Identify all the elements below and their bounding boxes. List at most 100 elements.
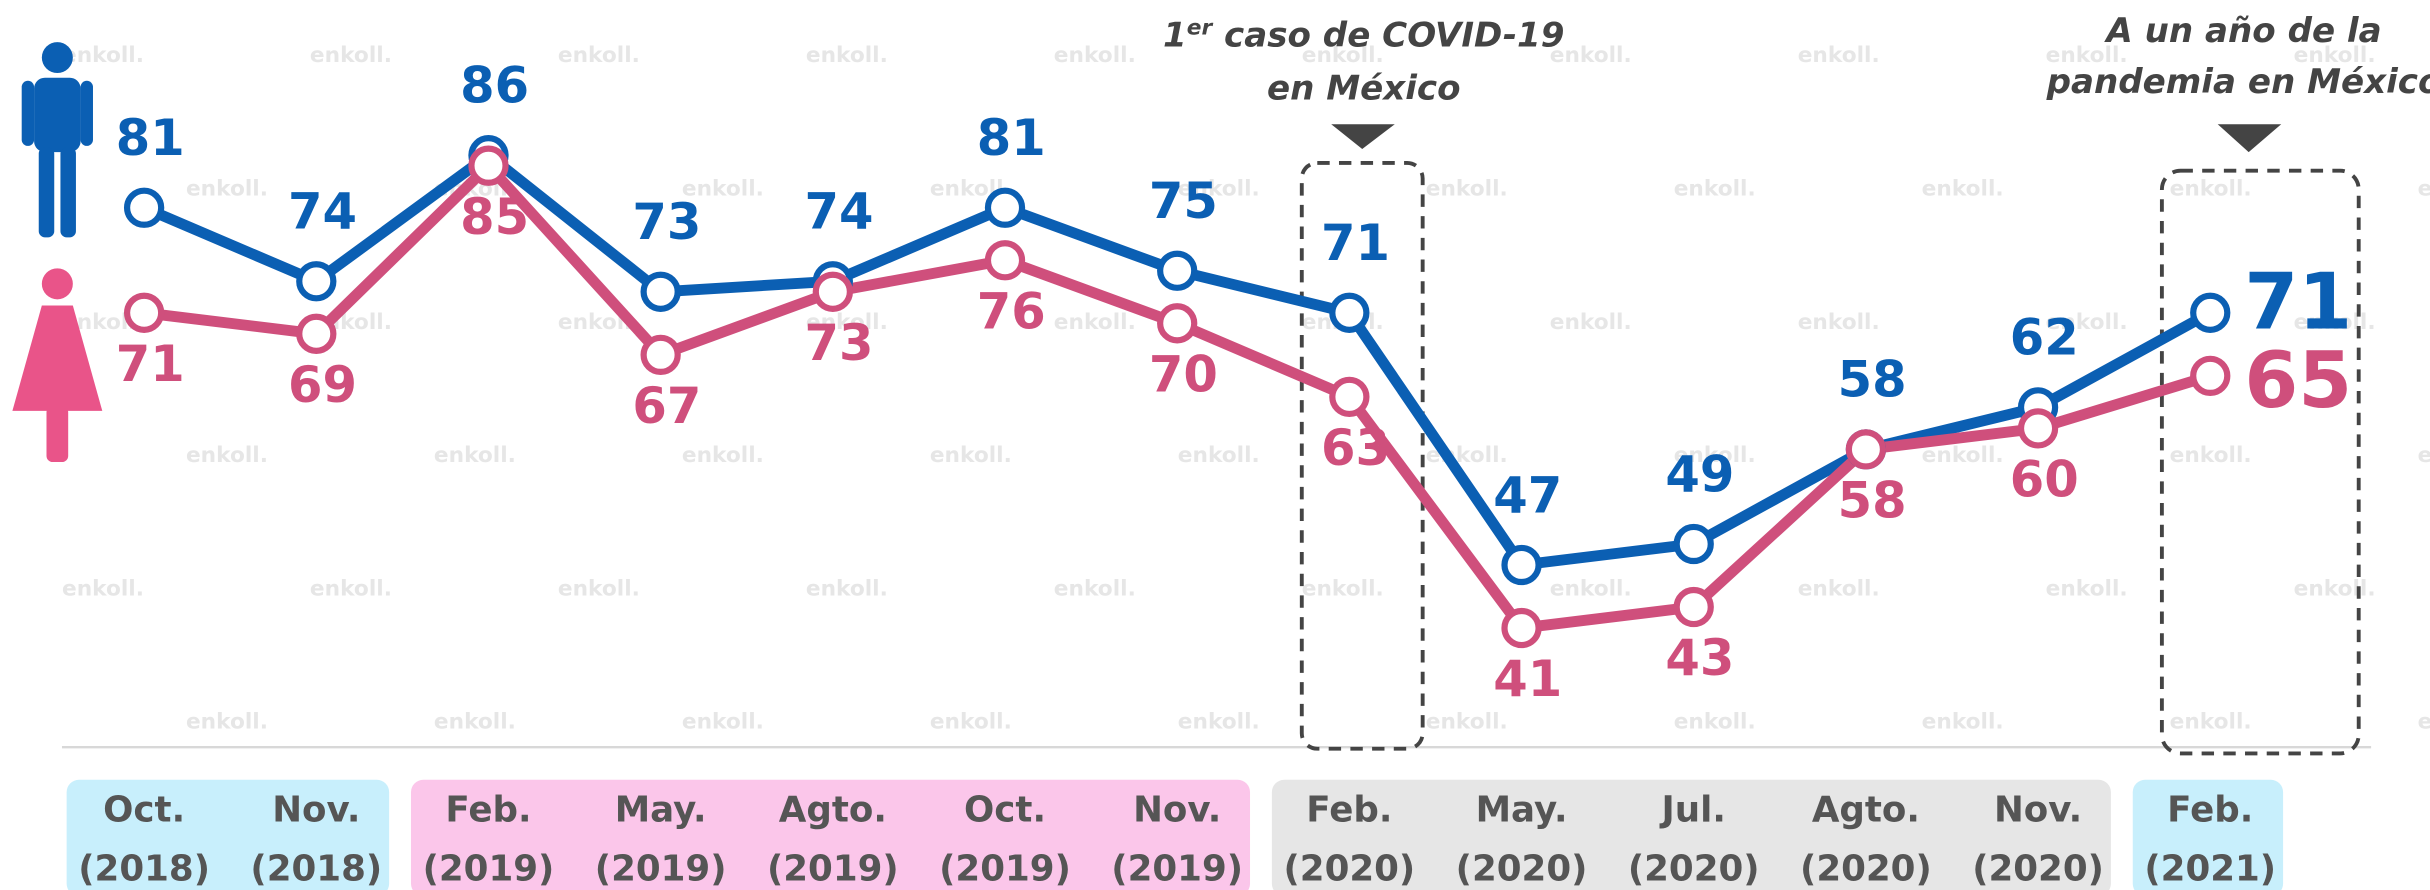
watermark: enkoll. bbox=[806, 576, 888, 601]
data-label: 62 bbox=[2010, 309, 2079, 367]
data-label: 71 bbox=[2244, 257, 2352, 347]
marker-triangle bbox=[2217, 124, 2282, 153]
x-tick-label: May. bbox=[615, 790, 707, 831]
watermark: enkoll. bbox=[2046, 576, 2128, 601]
woman-icon bbox=[12, 268, 103, 463]
x-tick-label: (2019) bbox=[939, 848, 1071, 889]
watermark: enkoll. bbox=[2418, 710, 2430, 735]
watermark: enkoll. bbox=[186, 710, 268, 735]
watermark: enkoll. bbox=[2418, 443, 2430, 468]
data-label: 85 bbox=[460, 188, 529, 246]
point bbox=[812, 271, 853, 312]
point bbox=[1845, 429, 1887, 470]
watermark: enkoll. bbox=[1550, 310, 1632, 335]
data-label: 43 bbox=[1665, 629, 1734, 687]
data-label: 70 bbox=[1149, 346, 1218, 404]
watermark: enkoll. bbox=[1054, 310, 1136, 335]
x-tick-label: Agto. bbox=[1812, 790, 1920, 831]
data-label: 58 bbox=[1838, 472, 1907, 530]
x-tick-label: Jul. bbox=[1660, 790, 1726, 831]
x-tick-label: May. bbox=[1476, 790, 1568, 831]
annotation: 1er caso de COVID-19 bbox=[1163, 15, 1564, 55]
data-label: 60 bbox=[2010, 451, 2079, 509]
data-label: 81 bbox=[977, 109, 1046, 167]
x-tick-label: Nov. bbox=[272, 790, 360, 831]
x-tick-label: Feb. bbox=[2167, 790, 2253, 831]
watermark: enkoll. bbox=[1798, 310, 1880, 335]
data-label: 49 bbox=[1665, 445, 1734, 503]
watermark: enkoll. bbox=[2170, 443, 2252, 468]
watermark: enkoll. bbox=[930, 443, 1012, 468]
point bbox=[1329, 376, 1370, 418]
watermark: enkoll. bbox=[1922, 176, 2004, 201]
point bbox=[2017, 408, 2059, 449]
data-label: 71 bbox=[1321, 214, 1390, 272]
x-tick-label: (2020) bbox=[1800, 848, 1932, 889]
data-label: 74 bbox=[288, 183, 357, 241]
watermark: enkoll. bbox=[434, 710, 516, 735]
watermark: enkoll. bbox=[1178, 710, 1260, 735]
watermark: enkoll. bbox=[2294, 576, 2376, 601]
watermark: enkoll. bbox=[1054, 43, 1136, 68]
point bbox=[123, 187, 165, 228]
annotation: pandemia en México bbox=[2046, 62, 2430, 102]
x-tick-label: (2019) bbox=[1111, 848, 1243, 889]
category-bands: Oct. (2018) Nov. (2018) Feb. (2019) May. (2019)… bbox=[66, 779, 2284, 890]
data-label: 73 bbox=[632, 193, 701, 251]
watermark: enkoll. bbox=[1302, 43, 1384, 68]
watermark: enkoll. bbox=[1178, 443, 1260, 468]
point bbox=[1157, 303, 1198, 344]
highlight-box bbox=[2159, 168, 2361, 756]
point bbox=[296, 261, 337, 302]
data-label: 81 bbox=[116, 109, 185, 167]
data-label: 74 bbox=[805, 183, 874, 241]
plot: 81 74 86 73 74 81 75 71 47 49 58 62 71 71 69 85 67 73 76 70… bbox=[116, 57, 2352, 709]
watermark: enkoll. bbox=[1798, 43, 1880, 68]
point bbox=[1501, 607, 1542, 649]
point bbox=[984, 240, 1026, 281]
watermark: enkoll. bbox=[1922, 443, 2004, 468]
watermark: enkoll. bbox=[2294, 310, 2376, 335]
watermark: enkoll. bbox=[2170, 176, 2252, 201]
data-label: 73 bbox=[805, 314, 874, 372]
annotation: A un año de la bbox=[2103, 11, 2381, 51]
point bbox=[1329, 292, 1370, 333]
marker-triangle bbox=[1331, 124, 1395, 149]
watermark: enkoll. bbox=[558, 43, 640, 68]
point bbox=[1673, 523, 1714, 565]
x-tick-label: Nov. bbox=[1133, 790, 1221, 831]
watermark: enkoll. bbox=[682, 176, 764, 201]
point bbox=[640, 334, 681, 375]
point bbox=[296, 313, 337, 354]
data-label: 47 bbox=[1493, 466, 1562, 524]
x-tick-label: Oct. bbox=[964, 790, 1046, 831]
watermark: enkoll. bbox=[1550, 576, 1632, 601]
watermark: enkoll. bbox=[310, 576, 392, 601]
watermark: enkoll. bbox=[1550, 43, 1632, 68]
data-label: 41 bbox=[1493, 650, 1562, 708]
category-band bbox=[2132, 779, 2284, 890]
x-tick-label: (2020) bbox=[1628, 848, 1760, 889]
point bbox=[984, 187, 1026, 228]
watermark: enkoll. bbox=[682, 710, 764, 735]
x-tick-label: (2019) bbox=[423, 848, 555, 889]
watermark: enkoll. bbox=[1674, 443, 1756, 468]
watermark: enkoll. bbox=[682, 443, 764, 468]
annotation-text: 1 bbox=[1163, 16, 1187, 56]
x-tick-label: (2018) bbox=[78, 848, 210, 889]
watermark: enkoll. bbox=[1302, 576, 1384, 601]
watermark: enkoll. bbox=[1054, 576, 1136, 601]
watermarks: enkoll. enkoll. enkoll. enkoll. enkoll. enkol… bbox=[62, 43, 2430, 734]
x-tick-label: (2021) bbox=[2144, 848, 2276, 889]
category-band bbox=[66, 779, 390, 890]
point bbox=[2190, 355, 2231, 396]
watermark: enkoll. bbox=[2046, 43, 2128, 68]
data-label: 67 bbox=[632, 377, 701, 435]
watermark: enkoll. bbox=[558, 576, 640, 601]
x-tick-label: (2020) bbox=[1972, 848, 2104, 889]
man-icon bbox=[21, 42, 93, 238]
x-tick-label: Feb. bbox=[1306, 790, 1392, 831]
x-tick-label: (2019) bbox=[595, 848, 727, 889]
watermark: enkoll. bbox=[310, 43, 392, 68]
